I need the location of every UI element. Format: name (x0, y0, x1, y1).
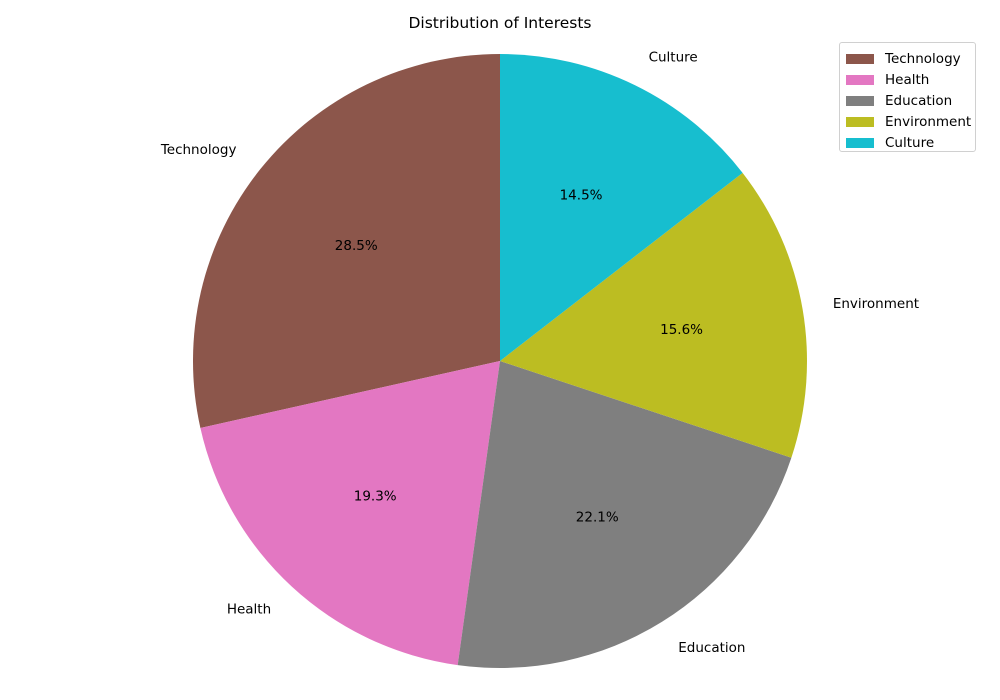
slice-label-education: Education (678, 640, 745, 656)
pct-label-technology: 28.5% (335, 238, 378, 254)
legend: Technology Health Education Environment … (839, 42, 976, 152)
legend-item-culture: Culture (846, 132, 975, 153)
legend-item-technology: Technology (846, 48, 975, 69)
slice-label-environment: Environment (833, 296, 919, 312)
legend-swatch-health (846, 74, 874, 85)
legend-swatch-education (846, 95, 874, 106)
pie-labels: Technology 28.5% Health 19.3% Education 22.1%… (160, 50, 919, 656)
slice-health (200, 361, 500, 666)
slice-culture (500, 54, 743, 361)
legend-label-environment: Environment (885, 113, 972, 130)
slice-education (457, 361, 792, 668)
legend-swatch-environment (846, 116, 874, 127)
legend-swatch-technology (846, 53, 874, 64)
legend-item-environment: Environment (846, 111, 975, 132)
pct-label-education: 22.1% (576, 509, 619, 525)
pie-slices (192, 54, 807, 668)
legend-label-education: Education (885, 92, 953, 109)
legend-label-culture: Culture (885, 134, 935, 151)
slice-label-technology: Technology (160, 142, 237, 158)
legend-item-education: Education (846, 90, 975, 111)
slice-label-health: Health (227, 601, 271, 617)
legend-item-health: Health (846, 69, 975, 90)
chart-title: Distribution of Interests (408, 14, 591, 32)
legend-label-technology: Technology (885, 50, 961, 67)
legend-swatch-culture (846, 137, 874, 148)
slice-label-culture: Culture (649, 50, 698, 66)
pct-label-culture: 14.5% (560, 188, 603, 204)
legend-label-health: Health (885, 71, 930, 88)
pct-label-environment: 15.6% (660, 322, 703, 338)
pct-label-health: 19.3% (354, 488, 397, 504)
slice-environment (500, 172, 807, 458)
slice-technology (192, 54, 500, 428)
